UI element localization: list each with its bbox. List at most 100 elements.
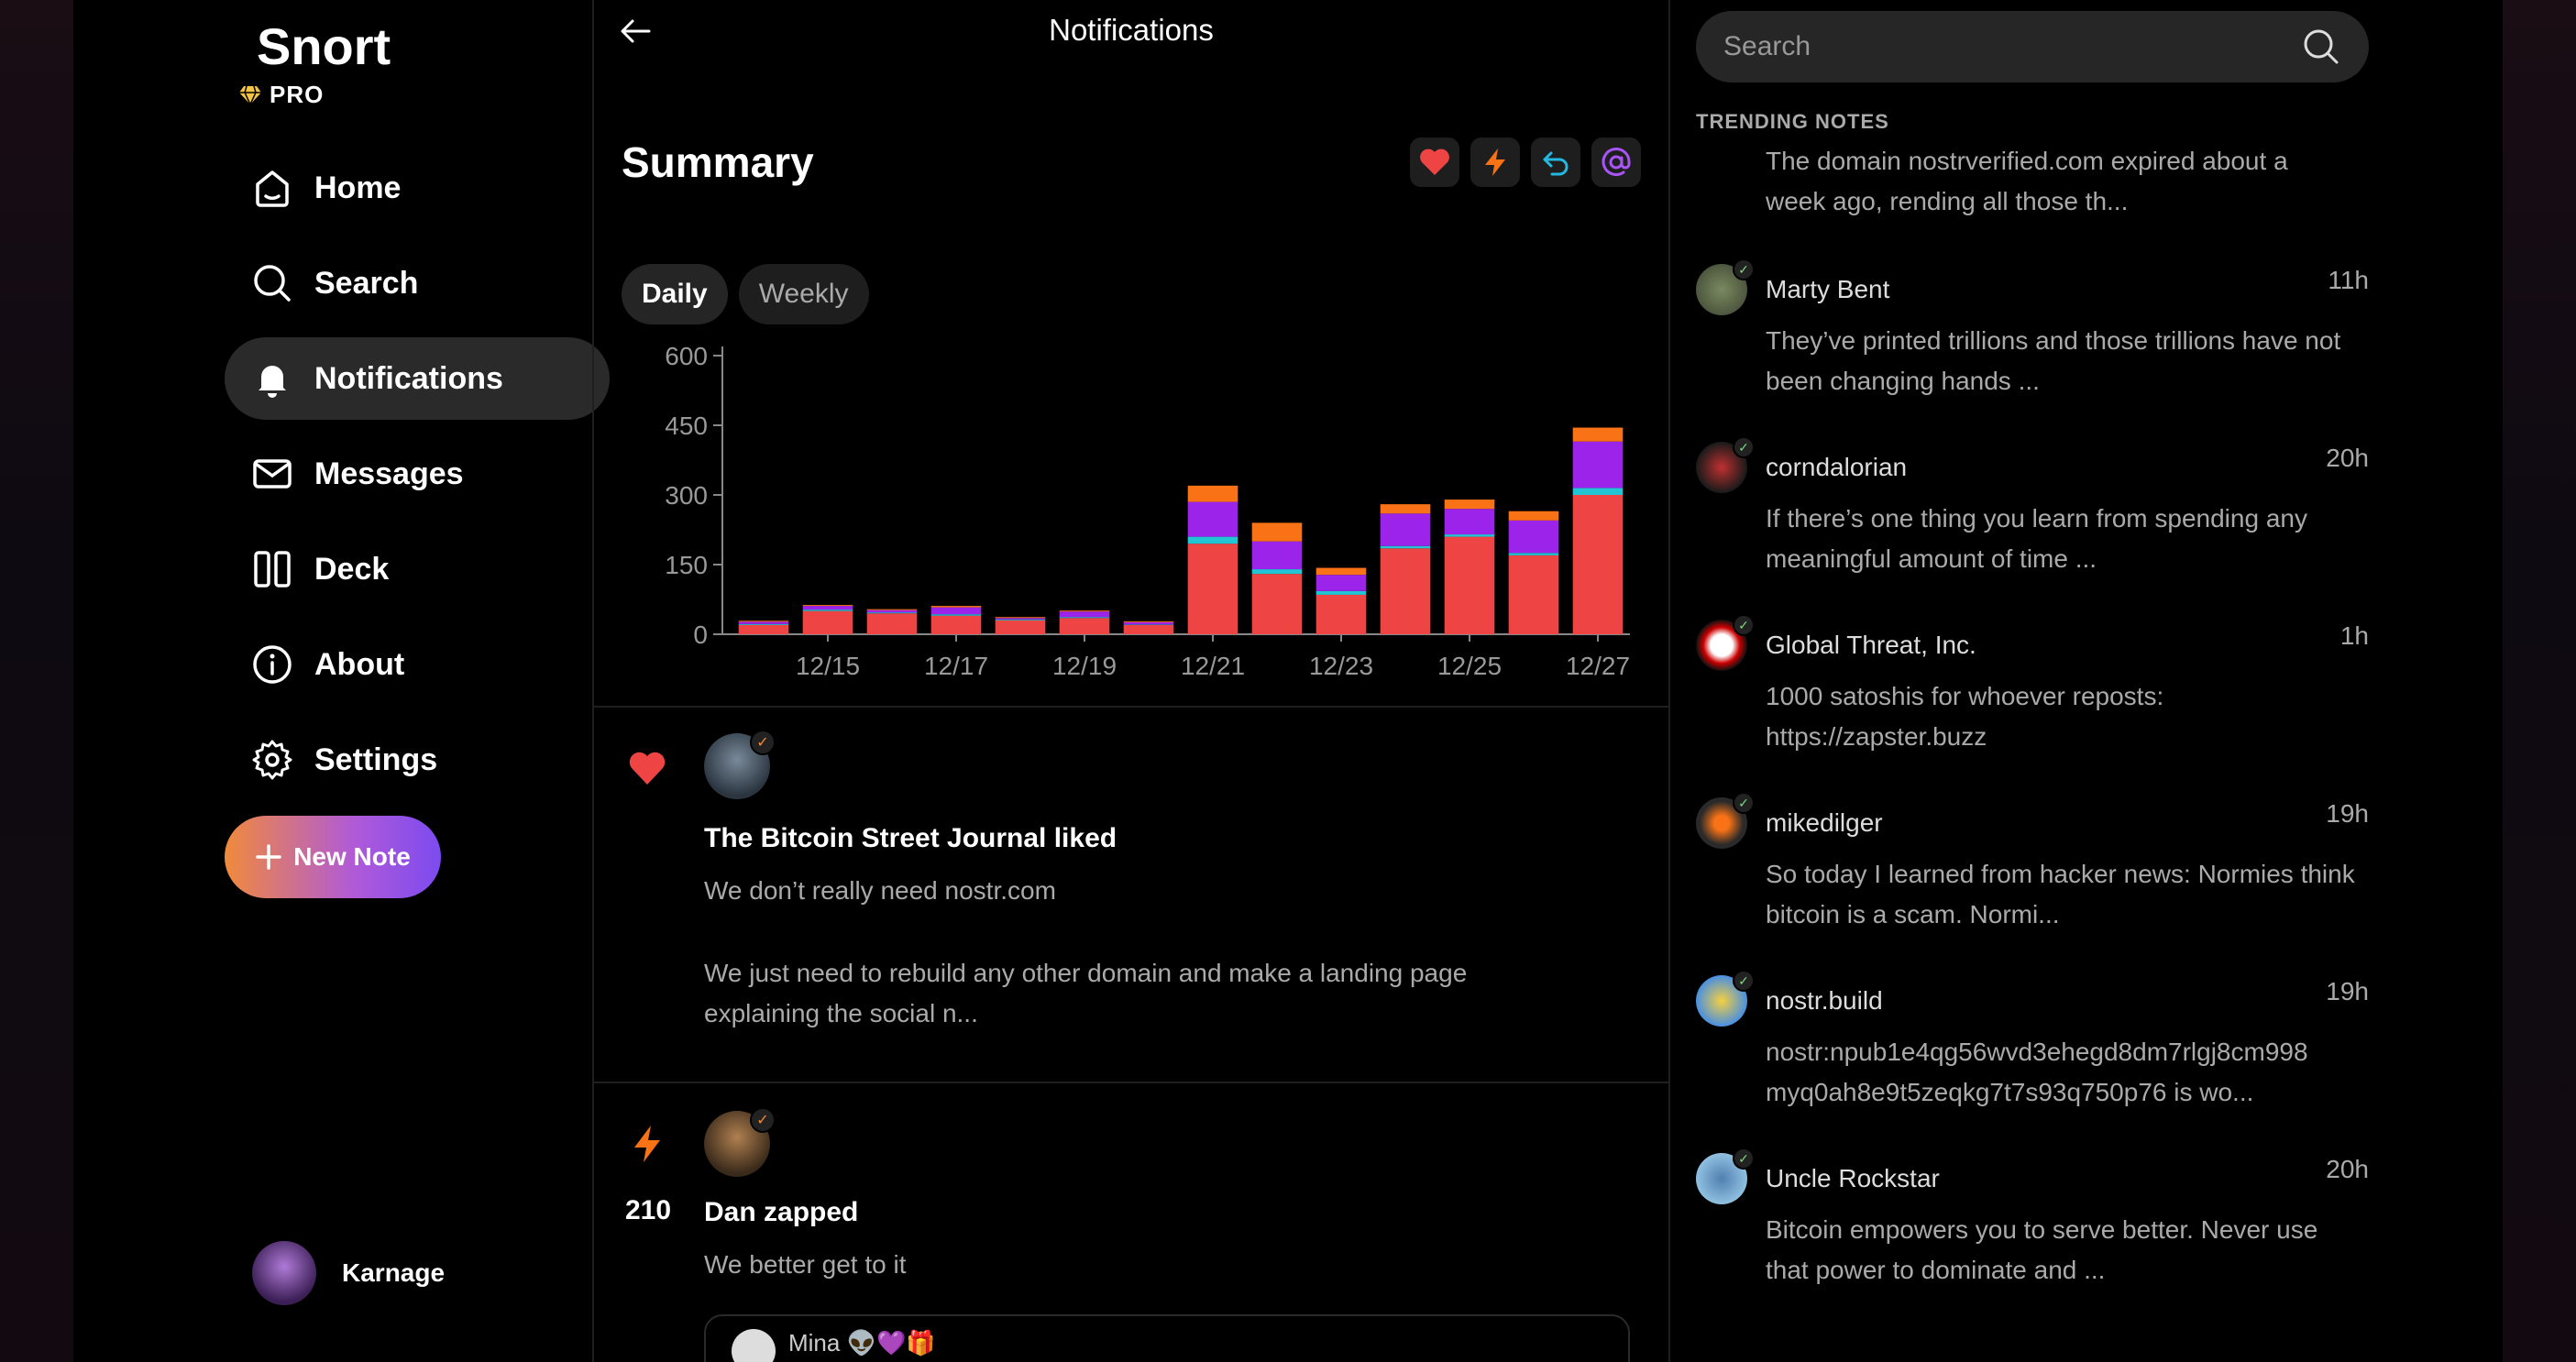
new-note-label: New Note: [293, 842, 411, 871]
bar-segment: [1444, 500, 1495, 510]
author-name[interactable]: Uncle Rockstar: [1766, 1164, 1940, 1192]
nav-item-about[interactable]: About: [225, 623, 610, 706]
avatar[interactable]: ✓: [1696, 1148, 1755, 1204]
bar-segment: [738, 623, 789, 625]
verified-badge: ✓: [1733, 258, 1755, 280]
avatar: [252, 1241, 316, 1305]
tab-daily[interactable]: Daily: [622, 264, 728, 324]
new-note-button[interactable]: New Note: [225, 816, 441, 898]
note-text: nostr:npub1e4qg56wvd3ehegd8dm7rlgj8cm998…: [1766, 1038, 2308, 1106]
author-name[interactable]: corndalorian: [1766, 453, 1908, 481]
notification-text: We better get to it: [704, 1250, 907, 1279]
author-name[interactable]: Marty Bent: [1766, 275, 1890, 303]
timestamp: 20h: [2326, 1155, 2369, 1183]
bar-segment: [1316, 575, 1367, 591]
verified-badge: ✓: [1733, 1148, 1755, 1170]
author-name[interactable]: mikedilger: [1766, 808, 1883, 837]
bar-segment: [995, 618, 1046, 620]
bar-segment: [1380, 545, 1431, 549]
bar-segment: [802, 610, 853, 634]
nav-label: About: [314, 646, 405, 682]
period-tabs: Daily Weekly: [622, 264, 869, 324]
avatar[interactable]: ✓: [1696, 614, 1755, 671]
y-tick-label: 300: [665, 481, 708, 510]
top-bar: Notifications: [594, 0, 1668, 60]
search-bar[interactable]: Search: [1696, 11, 2369, 82]
bar-segment: [1059, 617, 1110, 619]
bar-segment: [1316, 594, 1367, 634]
verified-badge: ✓: [1733, 436, 1755, 458]
trending-note-text[interactable]: The domain nostrverified.com expired abo…: [1766, 147, 2288, 215]
filter-zaps-button[interactable]: [1470, 137, 1520, 187]
bar-segment: [802, 605, 853, 607]
background-edge-left: [0, 0, 73, 1362]
note-text: They’ve printed trillions and those tril…: [1766, 326, 2341, 395]
bar-segment: [1444, 534, 1495, 537]
summary-header: Summary: [622, 137, 1641, 187]
x-tick-label: 12/19: [1052, 652, 1117, 680]
logo[interactable]: Snort: [257, 17, 391, 75]
nav-item-settings[interactable]: Settings: [225, 719, 610, 801]
heart-icon: [629, 752, 666, 785]
nav-item-notifications[interactable]: Notifications: [225, 337, 610, 420]
note-text: 1000 satoshis for whoever reposts: https…: [1766, 682, 2164, 751]
nav-item-messages[interactable]: Messages: [225, 433, 610, 515]
bar-segment: [1508, 520, 1559, 554]
back-arrow-icon[interactable]: [618, 13, 655, 49]
bar-segment: [1508, 511, 1559, 521]
bar-segment: [1187, 544, 1238, 634]
filter-reposts-button[interactable]: [1531, 137, 1580, 187]
bar-segment: [1444, 509, 1495, 535]
bar-segment: [802, 610, 853, 611]
bar-segment: [995, 617, 1046, 619]
nav-label: Settings: [314, 741, 438, 777]
bar-segment: [1316, 567, 1367, 576]
notification-title: Dan zapped: [704, 1197, 859, 1227]
profile-menu[interactable]: Karnage: [252, 1241, 445, 1305]
zap-icon: [634, 1126, 660, 1162]
x-tick-label: 12/27: [1566, 652, 1630, 680]
nav-label: Deck: [314, 551, 390, 587]
search-input[interactable]: Search: [1723, 31, 1811, 61]
x-tick-label: 12/15: [796, 652, 860, 680]
bar-segment: [1251, 541, 1303, 570]
bar-segment: [1508, 553, 1559, 555]
bar-segment: [1059, 611, 1110, 618]
timestamp: 20h: [2326, 444, 2369, 472]
zap-icon: [1485, 148, 1505, 176]
profile-name: Karnage: [342, 1258, 446, 1287]
search-icon[interactable]: [2301, 27, 2341, 67]
summary-chart: 0 150 300 450 600 12/15 12/17 12/19 12/21 12/23 12…: [665, 342, 1630, 680]
avatar[interactable]: ✓: [704, 730, 776, 799]
avatar[interactable]: ✓: [1696, 792, 1755, 849]
tab-weekly[interactable]: Weekly: [738, 264, 869, 324]
right-column: Search TRENDING NOTES The domain nostrve…: [1696, 0, 2369, 1362]
timestamp: 1h: [2339, 621, 2369, 650]
deck-icon: [254, 551, 291, 588]
timestamp: 19h: [2326, 799, 2369, 828]
summary-title: Summary: [622, 138, 814, 186]
pro-label: PRO: [270, 81, 325, 108]
bar-segment: [930, 606, 982, 608]
bar-segment: [866, 610, 918, 613]
nav-label: Search: [314, 265, 419, 301]
filter-mentions-button[interactable]: [1591, 137, 1641, 187]
nav-item-deck[interactable]: Deck: [225, 528, 610, 610]
author-name[interactable]: nostr.build: [1766, 986, 1883, 1015]
quoted-note[interactable]: Mina 👽💜🎁: [704, 1314, 1630, 1362]
diamond-icon: [239, 85, 261, 106]
nav-item-home[interactable]: Home: [225, 147, 610, 229]
bar-segment: [1251, 522, 1303, 542]
author-name[interactable]: Global Threat, Inc.: [1766, 631, 1976, 659]
avatar[interactable]: ✓: [1696, 970, 1755, 1027]
timestamp: 11h: [2328, 266, 2369, 294]
note-text: So today I learned from hacker news: Nor…: [1766, 860, 2355, 928]
filter-likes-button[interactable]: [1410, 137, 1459, 187]
avatar[interactable]: ✓: [704, 1107, 776, 1177]
avatar[interactable]: ✓: [1696, 436, 1755, 493]
avatar[interactable]: ✓: [1696, 258, 1755, 315]
x-tick-label: 12/25: [1437, 652, 1502, 680]
repost-icon: [1543, 151, 1569, 176]
bar-segment: [1508, 555, 1559, 634]
nav-item-search[interactable]: Search: [225, 242, 610, 324]
